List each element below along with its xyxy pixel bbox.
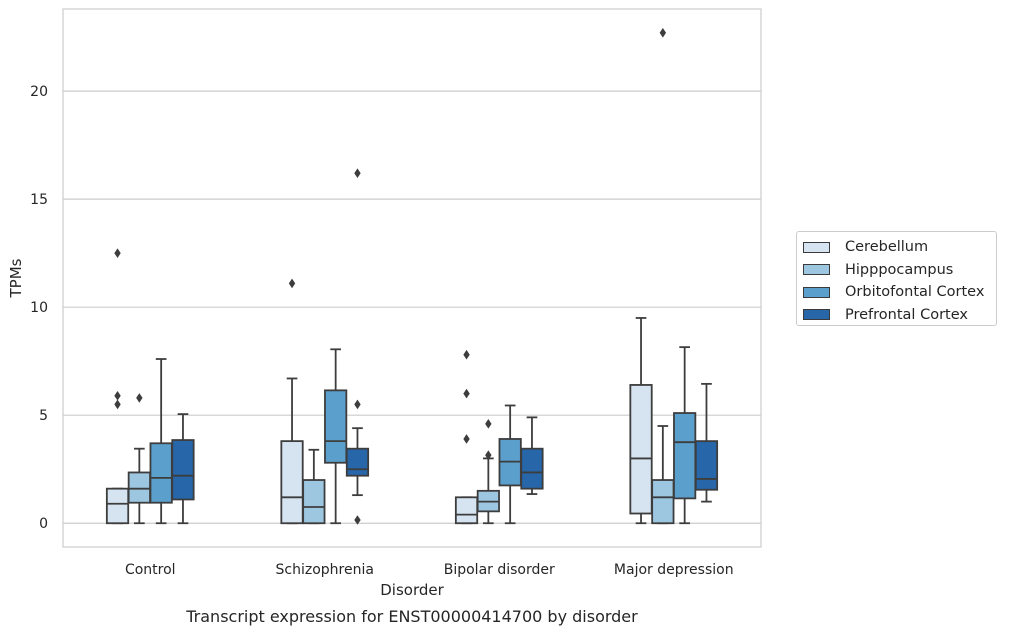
legend-item: Orbitofontal Cortex [803,281,996,304]
y-tick-labels: 0 5 10 15 20 [30,84,48,532]
y-axis-title: TPMs [7,258,25,298]
box-cerebellum-0 [105,248,130,525]
outlier-point [463,388,470,399]
iqr-box [694,440,719,491]
x-tick-label: Bipolar disorder [444,562,555,578]
y-tick-label: 10 [30,300,48,316]
y-tick-label: 5 [39,408,48,424]
iqr-box [520,447,544,490]
iqr-box [171,439,195,501]
x-tick-label: Schizophrenia [276,562,374,578]
iqr-box [629,384,653,515]
box-prefrontal-cortex-2 [520,416,544,495]
box-orbitofontal-cortex-0 [149,358,173,525]
outlier-point [354,399,361,410]
outlier-point [354,168,361,179]
outlier-point [114,248,121,258]
box-hipppocampus-1 [302,448,326,525]
outlier-point [485,419,492,429]
box-prefrontal-cortex-1 [345,168,370,525]
legend-item: Prefrontal Cortex [803,304,996,327]
legend-swatch [803,286,830,298]
iqr-box [105,487,130,525]
box-prefrontal-cortex-3 [694,382,719,503]
outlier-point [136,393,143,403]
outlier-point [114,390,121,401]
box-prefrontal-cortex-0 [171,413,195,525]
iqr-box [673,412,697,500]
outlier-point [114,399,121,410]
box-hipppocampus-2 [476,419,500,525]
legend-label: Cerebellum [845,239,929,256]
iqr-box [302,479,326,525]
legend-label: Prefrontal Cortex [845,306,968,323]
box-cerebellum-2 [454,349,479,525]
x-tick-label: Control [125,562,176,578]
iqr-box [149,442,173,504]
y-tick-label: 0 [39,516,48,532]
legend-swatch [803,309,830,321]
legend-label: Orbitofontal Cortex [845,284,985,301]
outlier-point [463,349,470,360]
box-hipppocampus-3 [651,27,675,525]
outlier-point [485,450,492,460]
legend-item: Cerebellum [803,236,996,259]
iqr-box [127,471,151,504]
legend-label: Hipppocampus [845,261,954,278]
legend: Cerebellum Hipppocampus Orbitofontal Corte… [796,231,997,326]
iqr-box [651,479,675,525]
box-cerebellum-3 [629,317,653,525]
outlier-point [354,515,361,525]
box-cerebellum-1 [280,278,304,525]
outlier-point [288,278,296,289]
box-orbitofontal-cortex-1 [324,348,348,525]
box-groups [105,27,719,525]
outlier-point [463,434,470,444]
outlier-point [659,27,667,38]
legend-swatch [803,241,830,253]
iqr-box [454,496,479,525]
iqr-box [345,447,370,477]
x-tick-labels: Control Schizophrenia Bipolar disorder Majo… [125,562,734,578]
y-tick-label: 20 [30,84,48,100]
chart-caption: Transcript expression for ENST0000041470… [185,607,638,626]
x-tick-label: Major depression [614,562,734,578]
legend-swatch [803,264,830,276]
iqr-box [324,389,348,464]
iqr-box [280,440,304,525]
y-tick-label: 15 [30,192,48,208]
legend-item: Hipppocampus [803,259,996,282]
x-axis-title: Disorder [380,581,444,599]
